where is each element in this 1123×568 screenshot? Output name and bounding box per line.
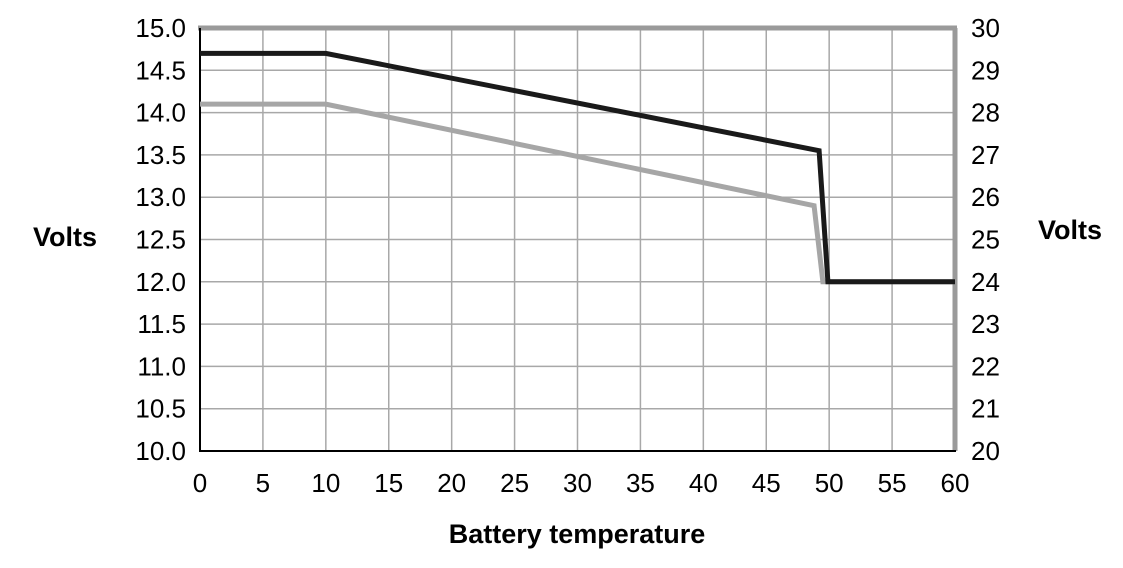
x-tick-label: 45 [752, 468, 781, 498]
y-tick-label-right: 24 [971, 267, 1000, 297]
y-tick-label-right: 29 [971, 55, 1000, 85]
x-axis-title: Battery temperature [448, 519, 706, 549]
y-tick-label-right: 20 [971, 436, 1000, 466]
y-tick-label-right: 23 [971, 309, 1000, 339]
y-tick-label-left: 11.5 [137, 309, 186, 339]
y-tick-label-left: 13.0 [135, 182, 186, 212]
y-tick-label-left: 12.0 [135, 267, 186, 297]
x-tick-label: 5 [256, 468, 270, 498]
y-tick-label-left: 15.0 [135, 13, 186, 43]
y-tick-label-right: 25 [971, 225, 1000, 255]
x-tick-label: 0 [193, 468, 207, 498]
y-tick-label-right: 22 [971, 351, 1000, 381]
y-axis-title-left: Volts [33, 221, 98, 252]
y-tick-label-left: 12.5 [135, 225, 186, 255]
y-axis-title-right: Volts [1038, 214, 1103, 245]
y-tick-label-right: 27 [971, 140, 1000, 170]
x-tick-label: 60 [941, 468, 970, 498]
y-tick-label-left: 13.5 [135, 140, 186, 170]
x-tick-label: 40 [689, 468, 718, 498]
y-tick-label-left: 14.0 [135, 98, 186, 128]
y-tick-label-right: 26 [971, 182, 1000, 212]
x-tick-label: 25 [500, 468, 529, 498]
x-tick-label: 35 [626, 468, 655, 498]
x-tick-label: 15 [374, 468, 403, 498]
x-tick-label: 55 [878, 468, 907, 498]
y-tick-label-right: 30 [971, 13, 1000, 43]
y-tick-label-right: 21 [971, 394, 1000, 424]
y-tick-label-left: 14.5 [135, 55, 186, 85]
x-tick-label: 10 [311, 468, 340, 498]
y-tick-label-left: 10.0 [135, 436, 186, 466]
y-tick-label-right: 28 [971, 98, 1000, 128]
series-absorption-voltage [200, 50, 955, 285]
x-tick-label: 30 [563, 468, 592, 498]
y-tick-label-left: 11.0 [137, 351, 186, 381]
x-tick-label: 50 [815, 468, 844, 498]
x-tick-label: 20 [437, 468, 466, 498]
y-tick-label-left: 10.5 [135, 394, 186, 424]
